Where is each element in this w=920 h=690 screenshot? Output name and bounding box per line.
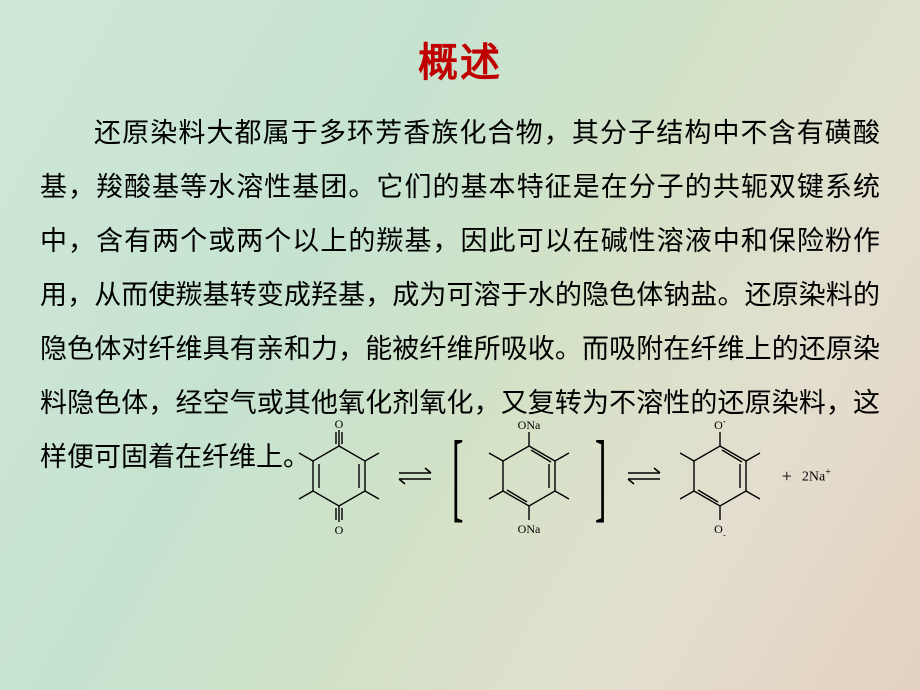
- structure-quinone: O O: [289, 416, 389, 536]
- bracket-group: [ ONa ONa ]: [441, 416, 618, 536]
- label-bottom: O-: [714, 522, 726, 536]
- structure-phenolate: O- O-: [670, 416, 770, 536]
- equilibrium-arrow-icon: [624, 464, 664, 488]
- equilibrium-arrow-icon: [395, 464, 435, 488]
- slide: 概述 还原染料大都属于多环芳香族化合物，其分子结构中不含有磺酸基，羧酸基等水溶性…: [0, 0, 920, 690]
- label-top: O-: [714, 416, 726, 432]
- bracket-right-icon: ]: [595, 426, 607, 526]
- slide-title: 概述: [40, 30, 880, 88]
- label-top: ONa: [518, 418, 541, 432]
- bracket-left-icon: [: [452, 426, 464, 526]
- label-top: O: [335, 417, 344, 431]
- label-bottom: O: [335, 523, 344, 536]
- chemistry-equation: O O [: [240, 416, 880, 536]
- structure-disodium: ONa ONa: [474, 416, 584, 536]
- label-bottom: ONa: [518, 522, 541, 536]
- plus-symbol: +: [776, 466, 796, 487]
- sodium-ion-label: 2Na+: [802, 467, 831, 486]
